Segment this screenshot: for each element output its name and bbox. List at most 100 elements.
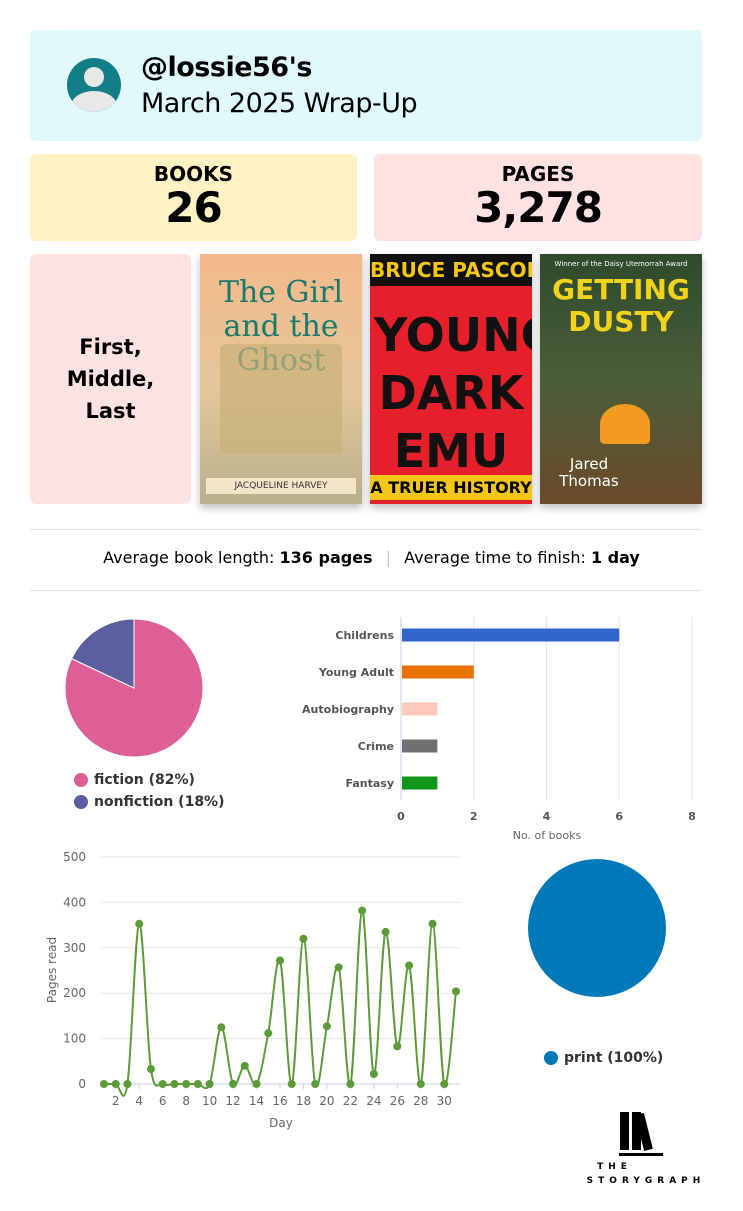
legend-swatch bbox=[544, 1051, 558, 1065]
line-x-tick: 30 bbox=[437, 1094, 452, 1108]
line-x-tick: 14 bbox=[249, 1094, 264, 1108]
line-x-tick: 12 bbox=[225, 1094, 240, 1108]
cover-title: YOUNG DARK EMU bbox=[374, 308, 532, 478]
bar-young-adult bbox=[402, 665, 474, 679]
line-y-axis-label: Pages read bbox=[45, 937, 59, 1003]
line-x-tick: 8 bbox=[182, 1094, 190, 1108]
cover-illustration bbox=[220, 344, 342, 454]
bar-x-tick: 2 bbox=[470, 810, 478, 823]
pages-read-point bbox=[428, 919, 437, 928]
pages-read-point bbox=[405, 961, 414, 970]
cover-author: Jared Thomas bbox=[559, 455, 619, 490]
user-avatar-icon bbox=[67, 58, 121, 112]
pages-read-point bbox=[217, 1023, 226, 1032]
legend-swatch bbox=[74, 773, 88, 787]
line-x-tick: 6 bbox=[159, 1094, 167, 1108]
bar-category-label: Crime bbox=[358, 740, 394, 753]
avg-length-value: 136 pages bbox=[279, 548, 373, 567]
books-value: 26 bbox=[165, 183, 222, 232]
line-x-tick: 22 bbox=[343, 1094, 358, 1108]
line-x-tick: 2 bbox=[112, 1094, 120, 1108]
line-y-tick: 0 bbox=[78, 1077, 86, 1091]
pages-read-point bbox=[369, 1070, 378, 1079]
pages-read-point bbox=[334, 963, 343, 972]
username: @lossie56's bbox=[141, 52, 312, 83]
line-y-tick: 300 bbox=[63, 941, 86, 955]
bar-crime bbox=[402, 739, 438, 753]
pages-read-point bbox=[240, 1061, 249, 1070]
line-x-tick: 28 bbox=[413, 1094, 428, 1108]
pages-read-point bbox=[146, 1065, 155, 1074]
pages-read-point bbox=[264, 1029, 273, 1038]
pages-read-point bbox=[111, 1080, 120, 1088]
pages-read-point bbox=[346, 1080, 355, 1088]
bar-x-tick: 6 bbox=[615, 810, 623, 823]
line-x-tick: 24 bbox=[366, 1094, 381, 1108]
line-y-tick: 500 bbox=[63, 850, 86, 864]
pages-read-point bbox=[182, 1080, 191, 1088]
pages-read-point bbox=[440, 1080, 449, 1088]
line-x-tick: 4 bbox=[135, 1094, 143, 1108]
pages-read-point bbox=[299, 934, 308, 943]
legend-label: fiction (82%) bbox=[94, 772, 195, 788]
book-cover-middle[interactable]: BRUCE PASCOE YOUNG DARK EMU A TRUER HIST… bbox=[370, 254, 532, 504]
book-cover-first[interactable]: The Girl and the Ghost JACQUELINE HARVEY bbox=[200, 254, 362, 504]
pages-read-point bbox=[276, 956, 284, 965]
avg-length-label: Average book length: bbox=[103, 548, 275, 567]
books-stat: BOOKS 26 bbox=[30, 154, 357, 241]
pages-read-point bbox=[393, 1042, 402, 1051]
line-y-tick: 200 bbox=[63, 986, 86, 1000]
legend-item-print: print (100%) bbox=[544, 1050, 663, 1066]
book-cover-last[interactable]: Winner of the Daisy Utemorrah Award GETT… bbox=[540, 254, 702, 504]
pages-read-point bbox=[229, 1080, 238, 1088]
bar-category-label: Fantasy bbox=[345, 777, 394, 790]
legend-swatch bbox=[74, 795, 88, 809]
pages-read-point bbox=[252, 1080, 261, 1088]
line-x-tick: 16 bbox=[272, 1094, 287, 1108]
bar-category-label: Childrens bbox=[335, 629, 394, 642]
legend-label: nonfiction (18%) bbox=[94, 794, 225, 810]
bar-childrens bbox=[402, 628, 620, 642]
cover-title: GETTING DUSTY bbox=[552, 273, 690, 338]
bar-x-axis-label: No. of books bbox=[513, 829, 582, 842]
line-x-tick: 20 bbox=[319, 1094, 334, 1108]
legend-label: print (100%) bbox=[564, 1050, 664, 1066]
legend-item-nonfiction: nonfiction (18%) bbox=[74, 794, 224, 810]
format-pie-slice bbox=[528, 859, 666, 997]
pages-read-point bbox=[193, 1080, 202, 1088]
bar-x-tick: 0 bbox=[397, 810, 405, 823]
genre-pie-slice bbox=[70, 618, 135, 689]
first-middle-last-label: First, Middle, Last bbox=[30, 254, 191, 504]
divider bbox=[30, 590, 702, 591]
cover-award: Winner of the Daisy Utemorrah Award bbox=[554, 260, 688, 268]
line-y-tick: 400 bbox=[63, 895, 86, 909]
bar-x-tick: 4 bbox=[543, 810, 551, 823]
logo-line1: THE bbox=[597, 1162, 632, 1172]
pages-read-point bbox=[416, 1080, 425, 1088]
pages-read-point bbox=[100, 1080, 108, 1088]
line-x-tick: 10 bbox=[202, 1094, 217, 1108]
logo-line2: STORYGRAPH bbox=[586, 1176, 706, 1186]
pages-read-point bbox=[287, 1080, 296, 1088]
cover-author: JACQUELINE HARVEY bbox=[206, 478, 356, 494]
pages-read-point bbox=[205, 1080, 214, 1088]
pages-read-point bbox=[158, 1080, 167, 1088]
cover-subtitle: A TRUER HISTORY bbox=[370, 475, 532, 500]
line-y-tick: 100 bbox=[63, 1032, 86, 1046]
pages-read-point bbox=[311, 1080, 320, 1088]
pages-stat: PAGES 3,278 bbox=[374, 154, 702, 241]
pages-read-point bbox=[452, 987, 460, 996]
line-x-tick: 18 bbox=[296, 1094, 311, 1108]
bar-category-label: Autobiography bbox=[302, 703, 394, 716]
pages-read-point bbox=[381, 927, 390, 936]
legend-item-fiction: fiction (82%) bbox=[74, 772, 195, 788]
pages-read-point bbox=[170, 1080, 179, 1088]
bar-autobiography bbox=[402, 702, 438, 716]
pages-value: 3,278 bbox=[474, 183, 603, 232]
separator: | bbox=[385, 548, 392, 567]
avg-time-label: Average time to finish: bbox=[404, 548, 586, 567]
pages-label: PAGES bbox=[501, 162, 575, 186]
pages-read-point bbox=[322, 1022, 331, 1031]
line-x-tick: 26 bbox=[390, 1094, 405, 1108]
divider bbox=[30, 529, 702, 530]
